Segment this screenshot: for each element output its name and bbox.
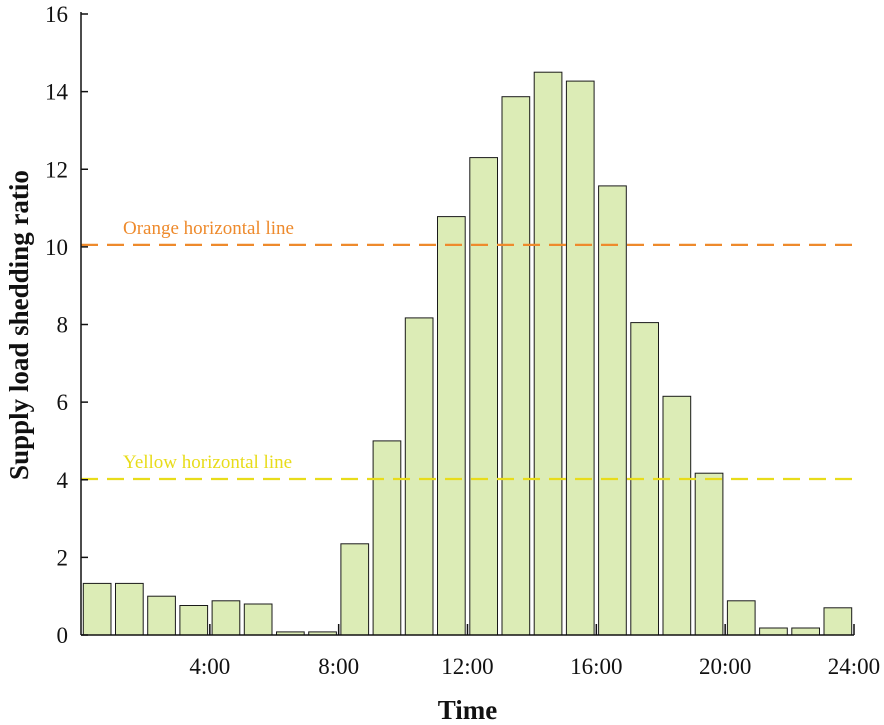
reference-lines-group: Orange horizontal line Yellow horizontal … — [81, 218, 854, 481]
y-axis-title: Supply load shedding ratio — [4, 170, 34, 480]
y-tick-label: 10 — [45, 235, 68, 260]
bar-hour-14 — [501, 96, 531, 636]
bar-hour-16 — [565, 80, 595, 636]
x-tick-label: 16:00 — [570, 654, 622, 679]
bar-hour-20 — [694, 472, 724, 636]
x-ticks-group: 4:00 8:00 12:00 16:00 20:00 24:00 — [189, 624, 880, 679]
bar-hour-24 — [823, 607, 853, 636]
x-tick-label: 8:00 — [318, 654, 359, 679]
bar-hour-3 — [147, 595, 176, 636]
reference-line-label-orange: Orange horizontal line — [123, 218, 294, 239]
y-tick-label: 2 — [57, 545, 69, 570]
bar-hour-13 — [469, 157, 498, 636]
bar-hour-1 — [82, 582, 112, 636]
x-tick-label: 12:00 — [441, 654, 493, 679]
reference-line-label-yellow: Yellow horizontal line — [123, 452, 292, 473]
y-ticks-group: 0 2 4 6 8 10 12 14 16 — [45, 2, 88, 648]
bar-hour-10 — [372, 440, 402, 636]
bar-hour-22 — [759, 627, 788, 636]
bar-hour-17 — [598, 185, 627, 636]
y-tick-label: 6 — [57, 390, 69, 415]
bar-hour-4 — [179, 605, 209, 636]
bar-hour-15 — [533, 71, 563, 636]
y-tick-label: 14 — [45, 80, 69, 105]
bar-hour-11 — [404, 317, 434, 636]
x-tick-label: 20:00 — [699, 654, 751, 679]
x-tick-label: 4:00 — [189, 654, 230, 679]
bar-hour-9 — [340, 543, 370, 636]
y-tick-label: 16 — [45, 2, 68, 27]
bar-hour-23 — [791, 627, 820, 636]
bar-hour-12 — [437, 216, 466, 636]
bar-hour-2 — [115, 582, 144, 636]
bars-group — [82, 71, 853, 636]
x-tick-label: 24:00 — [828, 654, 880, 679]
bar-hour-6 — [243, 603, 273, 636]
bar-hour-19 — [662, 395, 692, 636]
y-tick-label: 12 — [45, 157, 68, 182]
y-tick-label: 8 — [57, 313, 69, 338]
y-tick-label: 4 — [57, 468, 69, 493]
y-tick-label: 0 — [57, 623, 69, 648]
bar-hour-21 — [726, 600, 756, 636]
bar-hour-5 — [211, 600, 241, 636]
x-axis-title: Time — [438, 695, 498, 725]
